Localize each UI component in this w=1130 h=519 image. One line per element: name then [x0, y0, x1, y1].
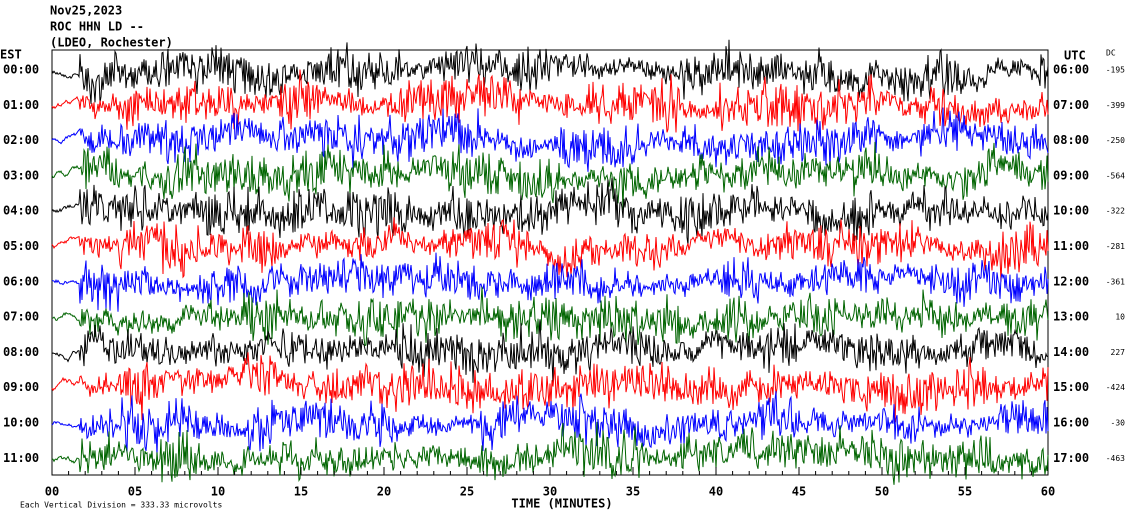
trace: [51, 39, 1049, 104]
utc-label: 09:00: [1053, 168, 1089, 182]
est-label: EST: [0, 48, 22, 62]
est-label: 04:00: [3, 204, 39, 218]
utc-label: UTC: [1064, 49, 1086, 63]
dc-value: -361: [1106, 277, 1125, 286]
trace: [51, 320, 1049, 385]
utc-label: 06:00: [1053, 63, 1089, 77]
trace: [51, 177, 1049, 245]
dc-label: DC: [1106, 49, 1116, 58]
x-tick-label: 35: [626, 485, 640, 499]
trace: [51, 217, 1049, 282]
header-line: Nov25,2023: [50, 4, 122, 18]
x-tick-label: 30: [543, 485, 557, 499]
dc-value: -463: [1106, 454, 1125, 463]
utc-label: 10:00: [1053, 204, 1089, 218]
header-line: (LDEO, Rochester): [50, 36, 173, 50]
x-tick-label: 00: [45, 485, 59, 499]
est-label: 01:00: [3, 98, 39, 112]
dc-value: -399: [1106, 101, 1125, 110]
x-tick-label: 40: [709, 485, 723, 499]
x-tick-label: 45: [792, 485, 806, 499]
utc-label: 15:00: [1053, 380, 1089, 394]
x-axis-label: TIME (MINUTES): [511, 497, 612, 511]
est-label: 10:00: [3, 416, 39, 430]
utc-label: 16:00: [1053, 416, 1089, 430]
x-tick-label: 10: [211, 485, 225, 499]
utc-label: 14:00: [1053, 345, 1089, 359]
x-tick-label: 50: [875, 485, 889, 499]
dc-value: -195: [1106, 66, 1125, 75]
dc-value: -322: [1106, 207, 1125, 216]
est-label: 09:00: [3, 380, 39, 394]
dc-value: -424: [1106, 383, 1125, 392]
trace: [51, 141, 1049, 211]
utc-label: 13:00: [1053, 310, 1089, 324]
est-label: 08:00: [3, 345, 39, 359]
trace: [51, 107, 1049, 172]
x-tick-label: 05: [128, 485, 142, 499]
est-label: 11:00: [3, 451, 39, 465]
dc-value: -281: [1106, 242, 1125, 251]
dc-value: -250: [1106, 136, 1125, 145]
trace: [51, 391, 1049, 456]
utc-label: 11:00: [1053, 239, 1089, 253]
header-line: ROC HHN LD --: [50, 20, 144, 34]
x-tick-label: 20: [377, 485, 391, 499]
trace: [51, 352, 1049, 423]
dc-value: 227: [1111, 348, 1126, 357]
est-label: 06:00: [3, 274, 39, 288]
utc-label: 07:00: [1053, 98, 1089, 112]
trace: [51, 421, 1049, 485]
trace: [51, 69, 1049, 133]
utc-label: 12:00: [1053, 274, 1089, 288]
dc-value: 10: [1115, 313, 1125, 322]
utc-label: 17:00: [1053, 451, 1089, 465]
x-tick-label: 15: [294, 485, 308, 499]
x-tick-label: 60: [1041, 485, 1055, 499]
footer: Each Vertical Division = 333.33 microvol…: [20, 501, 222, 510]
est-label: 05:00: [3, 239, 39, 253]
x-tick-label: 55: [958, 485, 972, 499]
trace: [51, 286, 1049, 347]
utc-label: 08:00: [1053, 133, 1089, 147]
trace: [51, 252, 1049, 312]
x-tick-label: 25: [460, 485, 474, 499]
dc-value: -30: [1111, 419, 1126, 428]
dc-value: -564: [1106, 171, 1125, 180]
est-label: 07:00: [3, 310, 39, 324]
est-label: 02:00: [3, 133, 39, 147]
est-label: 00:00: [3, 63, 39, 77]
est-label: 03:00: [3, 168, 39, 182]
